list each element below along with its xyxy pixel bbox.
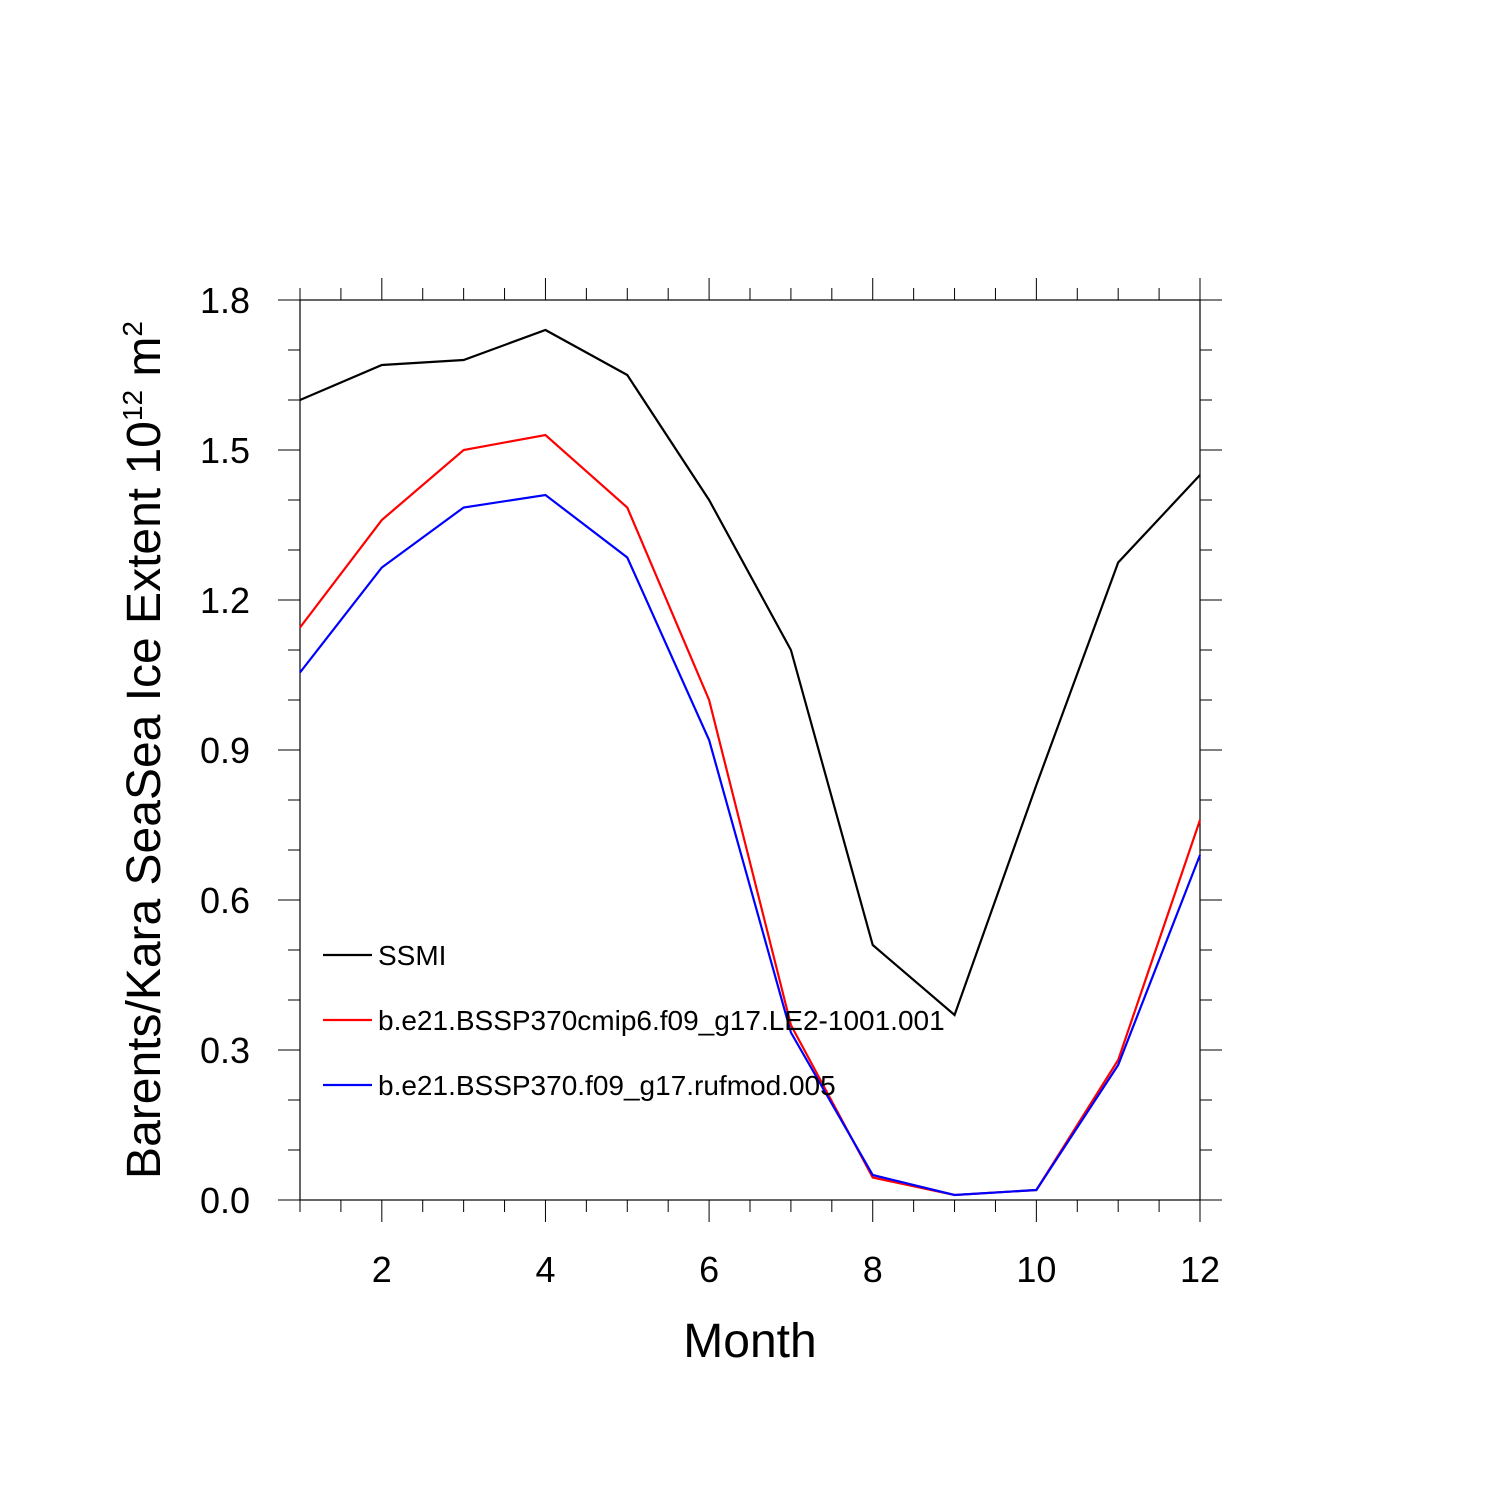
plot-frame [299,299,1201,1201]
y-tick-label: 1.8 [200,280,250,321]
x-tick-label: 4 [535,1249,555,1290]
series-lines [299,328,1202,1197]
y-axis-title: Barents/Kara SeaSea Ice Extent 1012 m2 [117,321,171,1179]
series-line-3 [299,493,1202,1197]
y-tick-label: 0.0 [200,1180,250,1221]
x-tick-label: 8 [863,1249,883,1290]
legend-label: SSMI [378,940,446,971]
x-tick-label: 10 [1016,1249,1056,1290]
y-tick-label: 0.6 [200,880,250,921]
x-axis-ticks: 2 4 6 8 10 12 [299,278,1220,1290]
legend-label: b.e21.BSSP370cmip6.f09_g17.LE2-1001.001 [378,1005,945,1036]
legend: SSMI b.e21.BSSP370cmip6.f09_g17.LE2-1001.… [323,940,945,1101]
legend-label: b.e21.BSSP370.f09_g17.rufmod.005 [378,1070,836,1101]
y-axis-ticks: 0.0 0.3 0.6 0.9 1.2 1.5 1.8 [200,280,1222,1221]
x-axis-title: Month [683,1315,816,1368]
x-tick-label: 6 [699,1249,719,1290]
y-tick-label: 0.3 [200,1030,250,1071]
plot-border [299,299,1201,1201]
series-line-1 [299,328,1201,1017]
x-tick-label: 2 [372,1249,392,1290]
x-tick-label: 12 [1180,1249,1220,1290]
y-tick-label: 1.2 [200,580,250,621]
y-tick-label: 0.9 [200,730,250,771]
y-tick-label: 1.5 [200,430,250,471]
